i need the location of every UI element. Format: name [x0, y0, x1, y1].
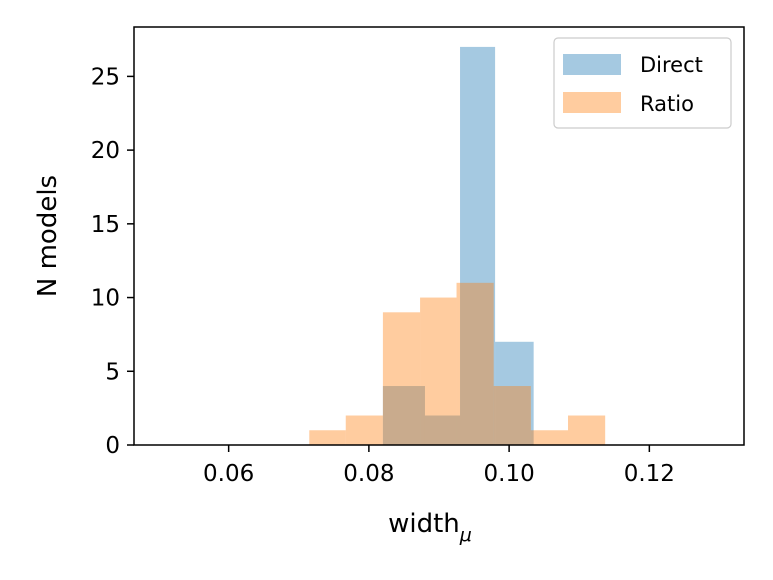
- y-axis-ticks: 0 5 10 15 20 25: [91, 64, 134, 459]
- x-axis-ticks: 0.06 0.08 0.10 0.12: [203, 445, 675, 487]
- bar-direct-2: [460, 46, 496, 446]
- x-axis-label-main: width: [388, 509, 460, 539]
- bar-ratio-5: [493, 386, 531, 445]
- x-tick-label: 0.12: [624, 461, 675, 487]
- bar-ratio-1: [345, 415, 383, 445]
- legend: Direct Ratio: [553, 37, 732, 129]
- plot-frame: [133, 26, 745, 446]
- bar-ratio-7: [568, 415, 606, 445]
- legend-swatch-ratio: [563, 92, 621, 113]
- x-tick-label: 0.06: [203, 461, 254, 487]
- bar-direct-0: [382, 386, 425, 445]
- y-axis-label: N models: [33, 175, 63, 297]
- y-tick-label: 10: [91, 286, 120, 312]
- bar-ratio-3: [420, 297, 457, 445]
- bar-ratio-2: [382, 312, 421, 445]
- bar-ratio-6: [530, 430, 569, 445]
- bars-layer: [309, 46, 606, 446]
- y-tick-label: 15: [91, 212, 120, 238]
- legend-label-direct: Direct: [640, 53, 703, 77]
- y-tick-label: 20: [91, 138, 120, 164]
- y-tick-label: 5: [105, 359, 120, 385]
- bar-direct-3: [495, 341, 534, 445]
- legend-box: [553, 37, 732, 129]
- y-tick-label: 25: [91, 64, 120, 90]
- y-tick-label: 0: [105, 433, 120, 459]
- x-axis-label-subscript: μ: [459, 524, 472, 546]
- bar-ratio-0: [309, 430, 346, 445]
- legend-swatch-direct: [563, 54, 621, 75]
- bar-ratio-4: [456, 282, 494, 445]
- legend-label-ratio: Ratio: [640, 92, 694, 116]
- x-tick-label: 0.08: [343, 461, 394, 487]
- x-axis-label: widthμ: [388, 509, 472, 546]
- x-tick-label: 0.10: [484, 461, 535, 487]
- bar-direct-1: [424, 415, 461, 445]
